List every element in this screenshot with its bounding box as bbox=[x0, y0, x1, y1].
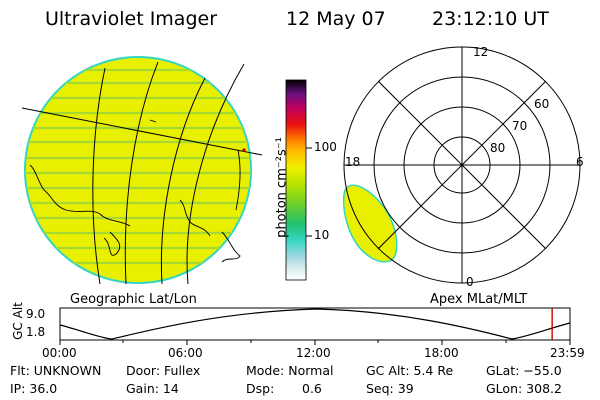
altitude-xtick-1200: 12:00 bbox=[296, 346, 331, 360]
mlt-label-6: 6 bbox=[576, 155, 584, 169]
altitude-ytick-9: 9.0 bbox=[26, 307, 46, 321]
meridian-line bbox=[186, 63, 245, 285]
status-glon: GLon: 308.2 bbox=[486, 381, 562, 396]
status-mode: Mode: Normal bbox=[246, 363, 334, 378]
auroral-patch bbox=[342, 184, 398, 263]
status-glat: GLat: −55.0 bbox=[486, 363, 562, 378]
colorbar-unit-label: photon cm⁻²s⁻¹ bbox=[274, 137, 290, 238]
colorbar bbox=[285, 79, 312, 281]
status-dsp-value: 0.6 bbox=[302, 381, 322, 396]
status-ip: IP: 36.0 bbox=[10, 381, 58, 396]
colorbar-tick-10: 10 bbox=[314, 228, 330, 242]
colorbar-tick-100: 100 bbox=[314, 140, 337, 154]
meridian-line bbox=[92, 67, 106, 285]
geographic-disk bbox=[21, 56, 263, 285]
coastline bbox=[29, 119, 241, 263]
lat-label-60: 60 bbox=[534, 97, 550, 111]
geographic-caption: Geographic Lat/Lon bbox=[70, 292, 197, 307]
meridian-line bbox=[124, 61, 159, 285]
altitude-curve bbox=[59, 308, 571, 340]
status-flt: Flt: UNKNOWN bbox=[10, 363, 102, 378]
date-label: 12 May 07 bbox=[286, 8, 386, 30]
altitude-xtick-0600: 06:00 bbox=[168, 346, 203, 360]
status-door: Door: Fullex bbox=[126, 363, 201, 378]
meridian-line bbox=[160, 77, 206, 285]
status-gcalt: GC Alt: 5.4 Re bbox=[366, 363, 454, 378]
lat-label-80: 80 bbox=[490, 141, 506, 155]
altitude-plot bbox=[59, 307, 571, 345]
altitude-xtick-2359: 23:59 bbox=[550, 346, 585, 360]
altitude-ylabel: GC Alt bbox=[11, 302, 25, 340]
altitude-xtick-0000: 00:00 bbox=[42, 346, 77, 360]
polar-plot bbox=[342, 46, 581, 284]
status-seq: Seq: 39 bbox=[366, 381, 414, 396]
status-gain: Gain: 14 bbox=[126, 381, 179, 396]
mlt-label-12: 12 bbox=[473, 45, 489, 59]
altitude-xtick-1800: 18:00 bbox=[424, 346, 459, 360]
lat-label-70: 70 bbox=[512, 119, 528, 133]
status-dsp-label: Dsp: bbox=[246, 381, 275, 396]
parallel-line bbox=[21, 107, 263, 156]
instrument-title: Ultraviolet Imager bbox=[45, 8, 218, 30]
mlt-label-18: 18 bbox=[345, 155, 361, 169]
mlt-label-0: 0 bbox=[466, 275, 474, 289]
altitude-ytick-1-8: 1.8 bbox=[26, 325, 46, 339]
time-label: 23:12:10 UT bbox=[432, 8, 549, 30]
apex-caption: Apex MLat/MLT bbox=[430, 292, 528, 307]
